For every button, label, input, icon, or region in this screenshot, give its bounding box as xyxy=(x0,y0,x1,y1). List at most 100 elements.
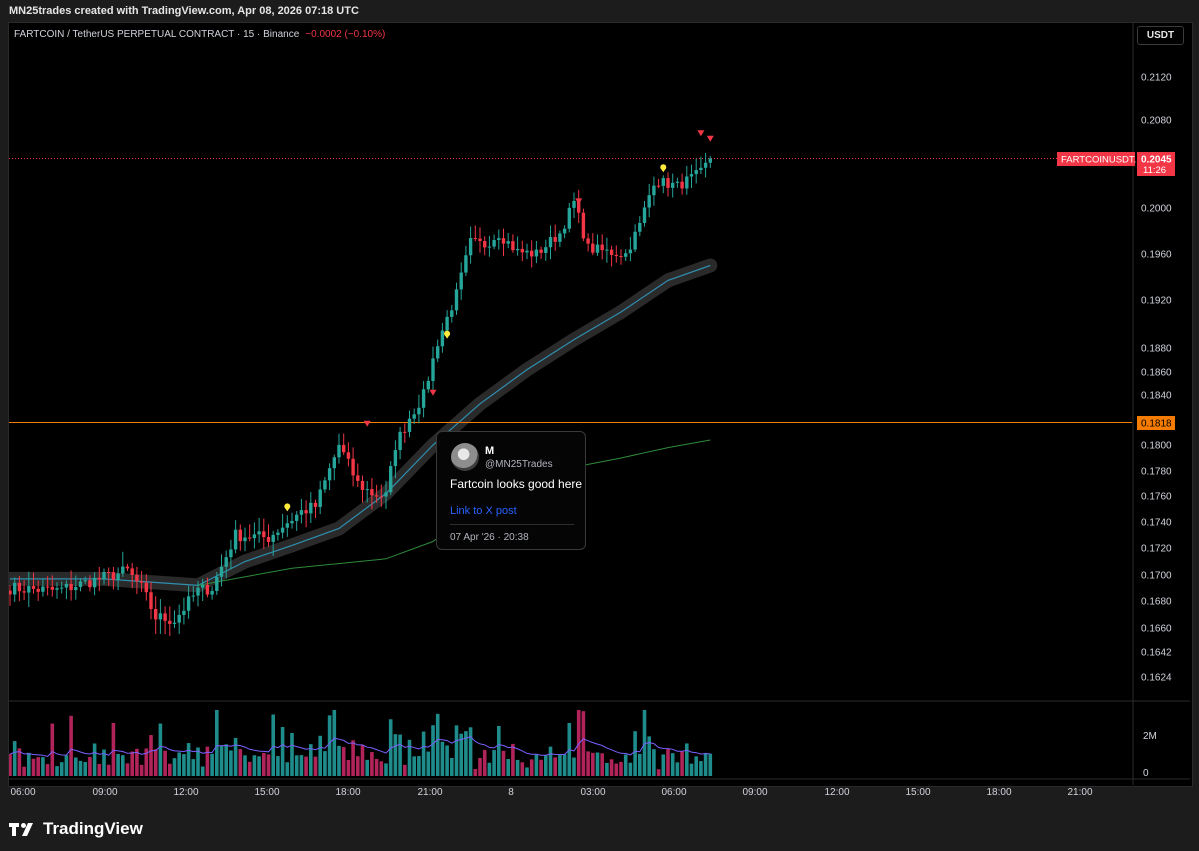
x-post-link[interactable]: Link to X post xyxy=(450,505,517,517)
volume-bar xyxy=(656,769,661,776)
volume-bar xyxy=(591,752,595,776)
candle-body xyxy=(55,588,59,590)
price-plot[interactable] xyxy=(8,130,1133,637)
volume-bar xyxy=(520,762,525,776)
candle-body xyxy=(130,568,134,575)
avatar xyxy=(451,443,479,471)
volume-bar xyxy=(360,745,365,776)
candle-body xyxy=(459,272,463,290)
volume-bar xyxy=(9,754,12,776)
price-tick-label: 0.1800 xyxy=(1141,441,1172,452)
candle-body xyxy=(229,549,233,558)
volume-bar xyxy=(511,743,515,776)
volume-bar xyxy=(699,761,703,776)
volume-bar xyxy=(280,726,285,776)
candle-body xyxy=(506,241,510,244)
price-tick-label: 0.1880 xyxy=(1141,344,1172,355)
candle-body xyxy=(703,162,708,168)
candle-body xyxy=(426,380,430,390)
volume-bar xyxy=(506,758,510,776)
candle-body xyxy=(50,586,54,590)
candle-body xyxy=(685,176,689,189)
price-tick-label: 0.2080 xyxy=(1141,116,1172,127)
candle-body xyxy=(327,468,332,481)
candle-body xyxy=(191,595,195,597)
volume-bar xyxy=(525,767,529,776)
volume-bar xyxy=(661,754,666,776)
candle-body xyxy=(111,572,116,580)
volume-bar xyxy=(78,760,83,776)
candle-body xyxy=(125,566,130,569)
volume-bar xyxy=(130,751,134,776)
candle-body xyxy=(295,514,299,521)
candle-body xyxy=(210,590,214,595)
volume-bar xyxy=(177,752,181,776)
candle-body xyxy=(680,181,684,189)
candle-body xyxy=(468,238,473,256)
volume-bar xyxy=(379,761,384,776)
volume-bar xyxy=(83,761,87,776)
candle-body xyxy=(116,573,120,580)
candle-body xyxy=(525,250,529,253)
price-tick-label: 0.1920 xyxy=(1141,296,1172,307)
volume-bar xyxy=(149,735,153,776)
volume-bar xyxy=(459,733,463,776)
candle-body xyxy=(454,289,459,311)
price-tick-label: 0.1760 xyxy=(1141,492,1172,503)
candle-body xyxy=(656,185,661,187)
volume-bar xyxy=(168,763,172,776)
candle-body xyxy=(520,248,524,253)
tradingview-brand[interactable]: TradingView xyxy=(9,817,143,841)
candle-body xyxy=(638,222,642,232)
candle-body xyxy=(22,591,26,593)
volume-bar xyxy=(614,763,619,776)
volume-bar xyxy=(548,746,553,776)
candle-body xyxy=(436,346,440,359)
candle-body xyxy=(102,571,106,580)
candle-body xyxy=(647,195,651,208)
candle-body xyxy=(182,610,186,615)
volume-bar xyxy=(341,747,346,776)
candle-body xyxy=(548,237,553,248)
time-tick-label: 21:00 xyxy=(1067,787,1092,798)
candle-body xyxy=(177,614,181,623)
volume-ma-line xyxy=(9,736,711,758)
volume-bar xyxy=(435,713,440,776)
level-badge xyxy=(1137,416,1175,430)
candle-body xyxy=(609,249,614,255)
volume-bar xyxy=(257,756,261,776)
volume-bar xyxy=(374,758,379,776)
level-badge-value: 0.1818 xyxy=(1141,419,1172,430)
candle-body xyxy=(13,582,17,595)
candle-body xyxy=(36,588,40,592)
candle-body xyxy=(530,250,534,257)
volume-bar xyxy=(356,756,360,776)
volume-bar xyxy=(196,747,200,776)
candle-body xyxy=(337,444,341,458)
buy-signal-marker xyxy=(284,503,291,510)
candle-body xyxy=(393,450,398,467)
last-price-badge xyxy=(1137,152,1175,176)
volume-bar xyxy=(417,756,421,776)
candle-body xyxy=(149,592,153,610)
currency-button[interactable]: USDT xyxy=(1137,26,1184,45)
volume-bar xyxy=(332,710,337,776)
candle-body xyxy=(586,238,590,244)
volume-bar xyxy=(271,714,275,776)
candle-body xyxy=(271,534,275,542)
volume-bar xyxy=(31,758,36,776)
buy-signal-marker-tip xyxy=(285,508,290,512)
chart-frame[interactable] xyxy=(8,22,1193,787)
candle-body xyxy=(407,418,412,432)
candle-body xyxy=(553,237,557,242)
candle-body xyxy=(374,495,379,497)
volume-bar xyxy=(304,756,308,776)
candle-body xyxy=(243,537,247,542)
candle-body xyxy=(219,566,224,577)
volume-bar xyxy=(337,745,341,776)
volume-bar xyxy=(680,751,684,776)
volume-bar xyxy=(553,757,557,776)
volume-bar xyxy=(581,711,586,776)
volume-bar xyxy=(703,752,708,776)
